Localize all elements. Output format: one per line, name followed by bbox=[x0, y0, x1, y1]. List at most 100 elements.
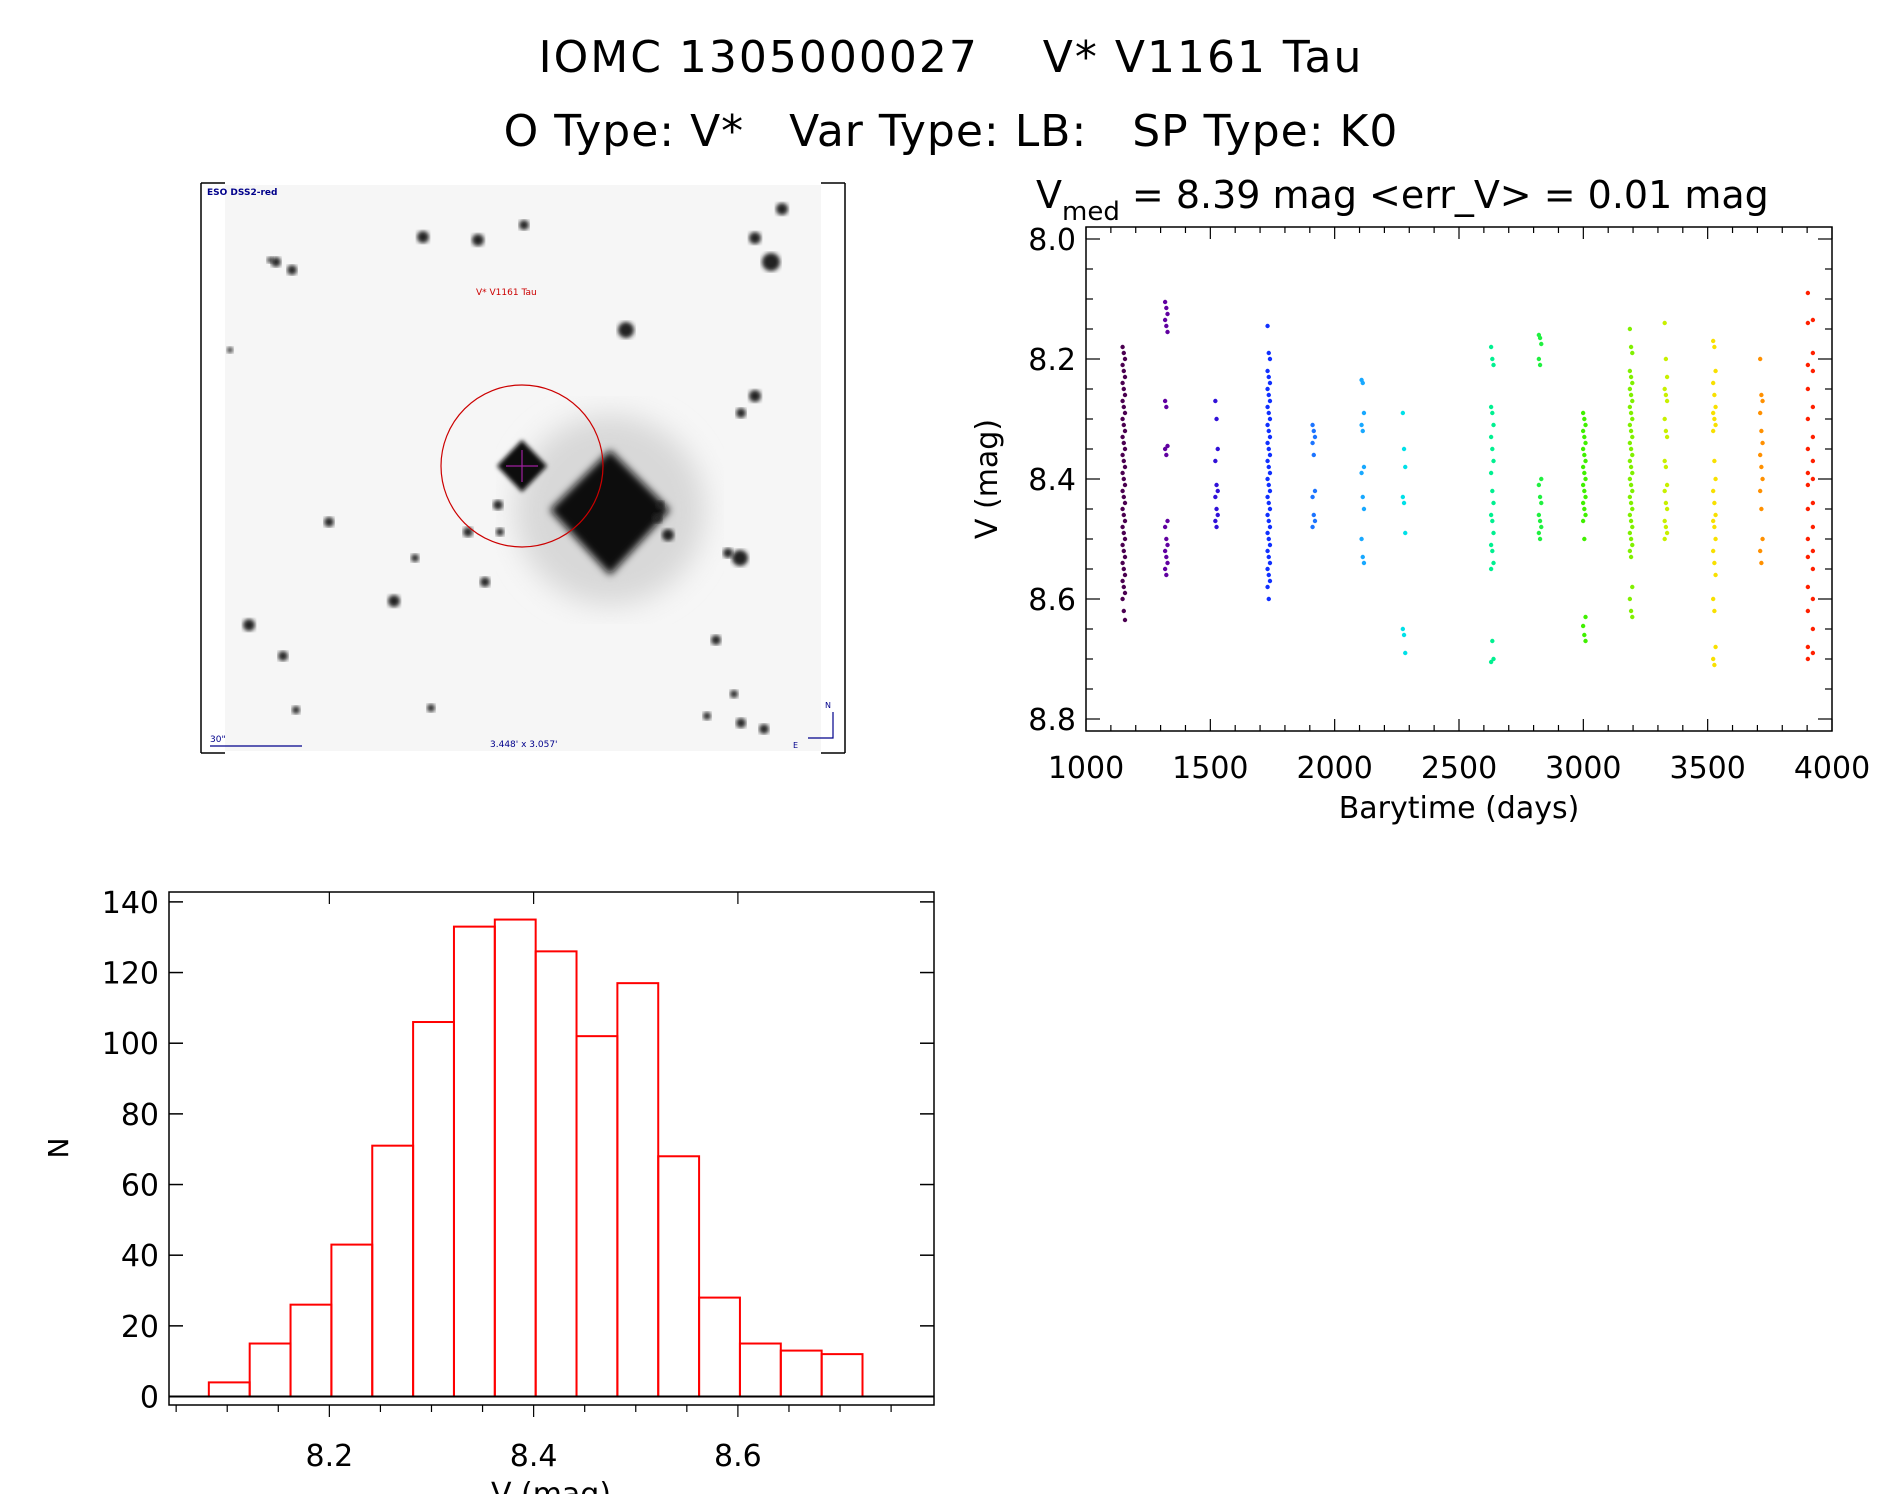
data-point bbox=[1536, 482, 1542, 488]
y-tick-label: 8.2 bbox=[1028, 343, 1076, 378]
data-point bbox=[1580, 500, 1586, 506]
star bbox=[730, 690, 738, 698]
data-point bbox=[1265, 494, 1270, 500]
data-point bbox=[1810, 596, 1816, 602]
data-point bbox=[1165, 329, 1170, 335]
data-point bbox=[1121, 608, 1126, 614]
data-point bbox=[1311, 428, 1316, 434]
data-point bbox=[1810, 626, 1816, 632]
target-label: V* V1161 Tau bbox=[476, 288, 537, 298]
data-point bbox=[1490, 410, 1495, 416]
data-point bbox=[1662, 536, 1667, 542]
data-point bbox=[1120, 596, 1125, 602]
data-point bbox=[1213, 518, 1218, 524]
data-point bbox=[1630, 434, 1635, 440]
data-point bbox=[1630, 524, 1635, 530]
data-point bbox=[1265, 566, 1270, 572]
data-point bbox=[1627, 476, 1633, 482]
data-point bbox=[1537, 536, 1543, 542]
data-point bbox=[1162, 398, 1168, 404]
star bbox=[732, 550, 748, 566]
data-point bbox=[1810, 500, 1816, 506]
data-point bbox=[1536, 512, 1542, 518]
data-point bbox=[1627, 530, 1633, 536]
data-point bbox=[1312, 434, 1318, 440]
data-point bbox=[1810, 548, 1816, 554]
data-point bbox=[1810, 434, 1816, 440]
data-point bbox=[1583, 614, 1588, 620]
star bbox=[271, 257, 281, 267]
data-point bbox=[1267, 452, 1273, 458]
data-point bbox=[1805, 320, 1811, 326]
data-point bbox=[1627, 326, 1633, 332]
histogram-bar bbox=[698, 1296, 741, 1398]
star bbox=[278, 651, 288, 661]
data-point bbox=[1580, 464, 1586, 470]
data-point bbox=[1265, 404, 1270, 410]
data-point bbox=[1805, 362, 1811, 368]
scale-label: 30" bbox=[210, 735, 226, 745]
star bbox=[776, 203, 788, 215]
data-point bbox=[1580, 410, 1586, 416]
data-point bbox=[1805, 482, 1811, 488]
data-point bbox=[1713, 512, 1718, 518]
data-point bbox=[1491, 500, 1496, 506]
data-point bbox=[1122, 446, 1128, 452]
data-point bbox=[1311, 452, 1316, 458]
data-point bbox=[1122, 410, 1128, 416]
data-point bbox=[1760, 476, 1765, 482]
data-point bbox=[1627, 404, 1633, 410]
data-point bbox=[1265, 422, 1270, 428]
data-point bbox=[1805, 554, 1811, 560]
data-point bbox=[1491, 458, 1496, 464]
data-point bbox=[1710, 410, 1716, 416]
data-point bbox=[1312, 488, 1318, 494]
data-point bbox=[1628, 446, 1634, 452]
data-point bbox=[1539, 476, 1544, 482]
data-point bbox=[1266, 410, 1271, 416]
data-point bbox=[1757, 356, 1763, 362]
data-point bbox=[1582, 632, 1587, 638]
data-point bbox=[1491, 362, 1496, 368]
data-point bbox=[1710, 338, 1716, 344]
data-point bbox=[1537, 494, 1543, 500]
data-point bbox=[1164, 452, 1169, 458]
data-point bbox=[1810, 524, 1816, 530]
data-point bbox=[1805, 656, 1811, 662]
data-point bbox=[1122, 482, 1128, 488]
data-point bbox=[1121, 350, 1126, 356]
data-point bbox=[1310, 524, 1315, 530]
y-tick-label: 0 bbox=[140, 1381, 159, 1416]
histogram-bar bbox=[412, 1021, 455, 1398]
data-point bbox=[1664, 434, 1670, 440]
data-point bbox=[1488, 470, 1494, 476]
data-point bbox=[1266, 446, 1271, 452]
data-point bbox=[1361, 464, 1367, 470]
data-point bbox=[1121, 530, 1126, 536]
data-point bbox=[1712, 524, 1717, 530]
data-point bbox=[1121, 566, 1126, 572]
data-point bbox=[1267, 524, 1273, 530]
data-point bbox=[1663, 356, 1669, 362]
data-point bbox=[1122, 572, 1128, 578]
x-tick-label: 8.6 bbox=[714, 1439, 762, 1474]
data-point bbox=[1536, 530, 1542, 536]
data-point bbox=[1311, 512, 1316, 518]
data-point bbox=[1122, 590, 1128, 596]
data-point bbox=[1630, 614, 1635, 620]
data-point bbox=[1630, 416, 1635, 422]
histogram-axes bbox=[168, 891, 935, 1406]
data-point bbox=[1710, 596, 1716, 602]
star bbox=[496, 528, 504, 536]
data-point bbox=[1310, 422, 1315, 428]
data-point bbox=[1488, 512, 1494, 518]
data-point bbox=[1120, 362, 1125, 368]
data-point bbox=[1583, 422, 1588, 428]
data-point bbox=[1215, 512, 1220, 518]
data-point bbox=[1165, 518, 1170, 524]
data-point bbox=[1488, 344, 1494, 350]
data-point bbox=[1630, 398, 1635, 404]
data-point bbox=[1213, 398, 1218, 404]
star bbox=[749, 232, 761, 244]
